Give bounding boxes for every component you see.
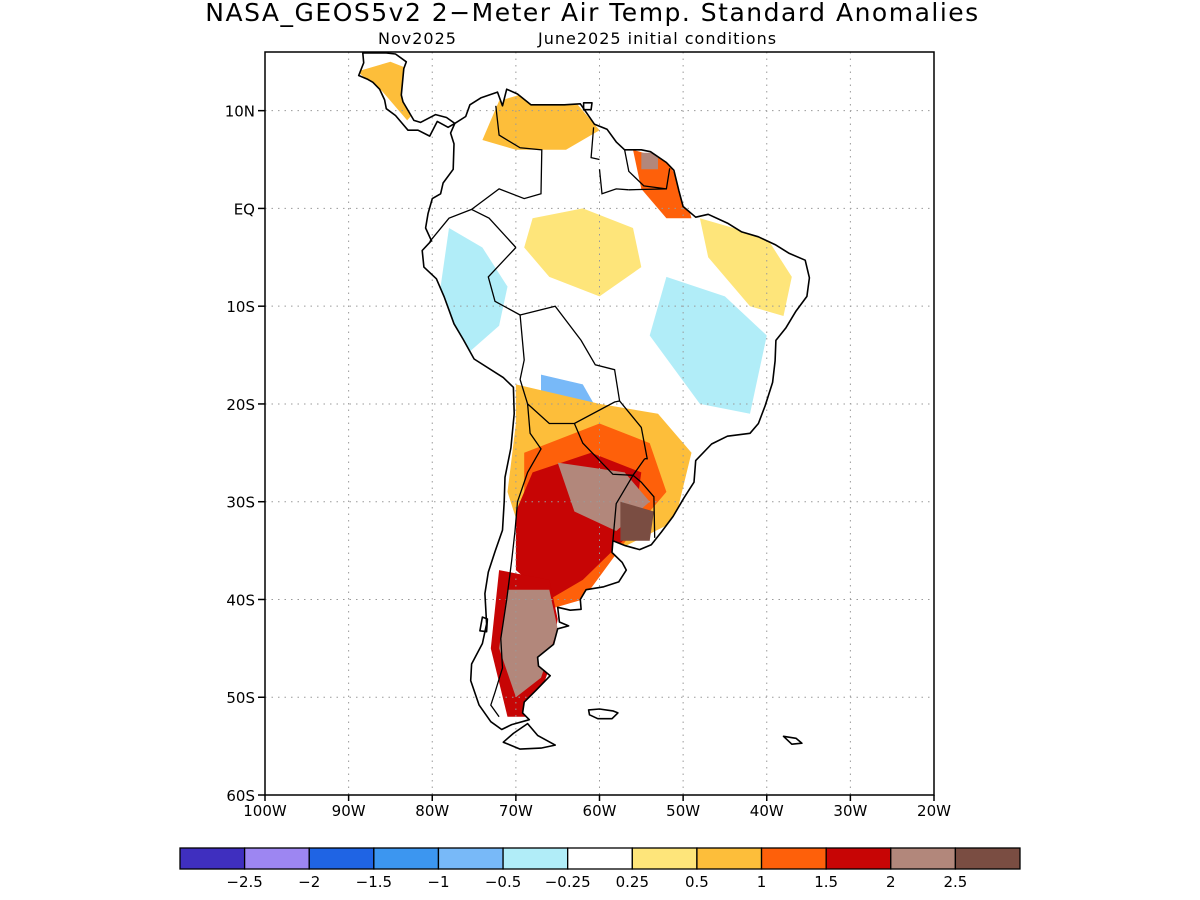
anomaly-amazon-cool [440, 228, 508, 356]
anomaly-guianas-hot [641, 152, 658, 170]
colorbar-label: −0.25 [545, 873, 591, 891]
lat-tick-label: 40S [226, 591, 255, 609]
lon-tick-label: 50W [666, 802, 700, 820]
country-border [519, 314, 529, 405]
colorbar-swatch [373, 847, 440, 870]
lon-tick-label: 30W [833, 802, 867, 820]
lon-tick-label: 70W [499, 802, 533, 820]
colorbar-label: 0.5 [685, 873, 709, 891]
country-border [487, 247, 521, 316]
coastline [502, 722, 556, 750]
country-border [612, 474, 634, 541]
colorbar-label: −2 [298, 873, 320, 891]
lon-tick-label: 60W [583, 802, 617, 820]
country-border [471, 208, 517, 248]
colorbar-label: 1.5 [814, 873, 838, 891]
initial-conditions: June2025 initial conditions [538, 29, 778, 48]
grid-lines [265, 52, 934, 795]
coastline [357, 52, 456, 137]
country-border [527, 400, 648, 460]
colorbar-swatch [502, 847, 569, 870]
country-border [471, 105, 543, 210]
colorbar-swatch [954, 847, 1021, 870]
country-border [490, 403, 542, 718]
lat-tick-label: 10S [226, 298, 255, 316]
country-border [429, 208, 472, 243]
anomaly-uruguay-very-hot [620, 501, 654, 541]
anomaly-field [358, 61, 792, 717]
country-border [519, 305, 621, 402]
colorbar: −2.5 −2 −1.5 −1 −0.5 −0.25 0.25 0.5 1 1.5 2 2.5 [179, 847, 1021, 891]
colorbar-swatch [696, 847, 763, 870]
lat-tick-label: 50S [226, 689, 255, 707]
colorbar-swatch [308, 847, 375, 870]
colorbar-label: −1 [427, 873, 449, 891]
lon-tick-label: 90W [332, 802, 366, 820]
coastlines [357, 52, 811, 750]
colorbar-label: −2.5 [226, 873, 262, 891]
lon-tick-label: 80W [415, 802, 449, 820]
country-border [590, 127, 600, 161]
country-border [632, 474, 656, 538]
anomaly-ne-brazil-warm [699, 218, 792, 316]
anomaly-colombia-venezuela-warm [482, 91, 600, 150]
anomaly-brazil-cool [649, 276, 767, 414]
country-border [628, 168, 671, 191]
lon-tick-label: 20W [917, 802, 951, 820]
colorbar-swatch [243, 847, 310, 870]
colorbar-swatch [890, 847, 957, 870]
colorbar-swatch [760, 847, 827, 870]
colorbar-label: 0.25 [616, 873, 649, 891]
colorbar-label: 2.5 [943, 873, 967, 891]
coastline [421, 88, 811, 731]
colorbar-swatch [437, 847, 504, 870]
lat-tick-label: 30S [226, 494, 255, 512]
lon-tick-label: 40W [750, 802, 784, 820]
colorbar-label: 1 [757, 873, 767, 891]
lat-tick-label: EQ [234, 200, 255, 218]
country-border [623, 149, 667, 190]
coastline [582, 102, 593, 111]
colorbar-label: −1.5 [356, 873, 392, 891]
lat-tick-label: 10N [225, 103, 255, 121]
forecast-month: Nov2025 [378, 29, 457, 48]
country-border [598, 169, 629, 195]
lat-tick-label: 60S [226, 787, 255, 805]
lon-tick-label: 100W [243, 802, 287, 820]
anomaly-amazon-warm [524, 208, 642, 297]
colorbar-label: −0.5 [485, 873, 521, 891]
country-border [573, 423, 646, 476]
colorbar-swatch [179, 847, 246, 870]
colorbar-swatch [825, 847, 892, 870]
coastline [479, 616, 489, 633]
coastline [587, 708, 619, 720]
colorbar-label: 2 [886, 873, 896, 891]
lat-tick-label: 20S [226, 396, 255, 414]
colorbar-swatch [631, 847, 698, 870]
map-title: NASA_GEOS5v2 2−Meter Air Temp. Standard … [205, 0, 980, 27]
colorbar-swatch [567, 847, 633, 870]
coastline [782, 735, 803, 745]
